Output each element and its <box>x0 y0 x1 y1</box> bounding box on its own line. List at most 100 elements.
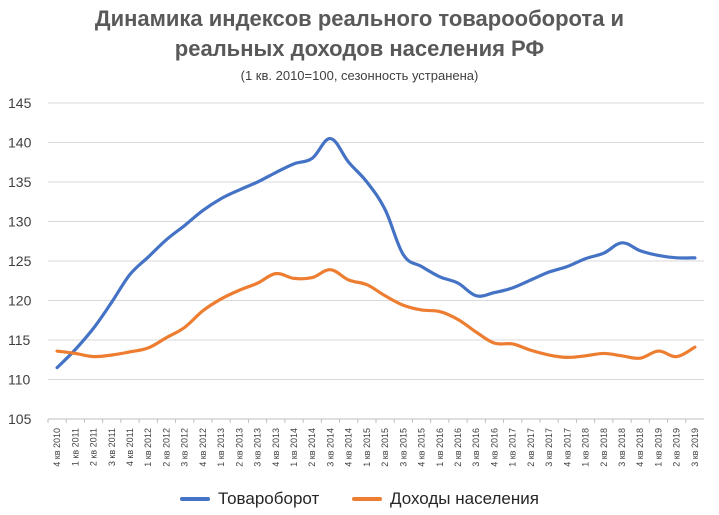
x-tick-label-25: 1 кв 2017 <box>508 428 518 467</box>
point-dohody-6 <box>165 336 168 339</box>
chart-subtitle: (1 кв. 2010=100, сезонность устранена) <box>240 68 479 83</box>
point-tovarooborot-34 <box>675 256 678 259</box>
x-tick-label-2: 2 кв 2011 <box>89 428 99 466</box>
x-tick-label-10: 2 кв 2013 <box>234 428 244 467</box>
x-tick-label-27: 3 кв 2017 <box>544 428 554 467</box>
legend-item-tovarooborot[interactable]: Товароборот <box>180 489 319 509</box>
point-tovarooborot-10 <box>238 188 241 191</box>
x-tick-label-31: 3 кв 2018 <box>617 428 627 467</box>
point-dohody-17 <box>365 283 368 286</box>
point-dohody-8 <box>201 309 204 312</box>
y-tick-label-135: 135 <box>8 174 32 190</box>
chart-title-line2: реальных доходов населения РФ <box>174 36 545 61</box>
point-tovarooborot-15 <box>329 137 332 140</box>
point-dohody-15 <box>329 268 332 271</box>
x-tick-label-29: 1 кв 2018 <box>581 428 591 467</box>
point-dohody-13 <box>293 277 296 280</box>
point-dohody-30 <box>602 352 605 355</box>
point-tovarooborot-17 <box>365 181 368 184</box>
point-tovarooborot-28 <box>566 265 569 268</box>
series-layer <box>55 136 697 370</box>
x-tick-label-21: 1 кв 2016 <box>435 428 445 467</box>
point-dohody-22 <box>457 318 460 321</box>
x-tick-label-17: 1 кв 2015 <box>362 428 372 467</box>
point-dohody-18 <box>384 294 387 297</box>
point-dohody-26 <box>529 349 532 352</box>
point-dohody-21 <box>438 310 441 313</box>
point-tovarooborot-2 <box>92 327 95 330</box>
point-tovarooborot-16 <box>347 161 350 164</box>
point-dohody-4 <box>129 350 132 353</box>
x-tick-label-9: 1 кв 2013 <box>216 428 226 467</box>
point-tovarooborot-5 <box>147 256 150 259</box>
series-line-tovarooborot <box>55 136 697 370</box>
y-tick-label-130: 130 <box>8 214 32 230</box>
x-tick-label-16: 4 кв 2014 <box>344 428 354 467</box>
y-tick-label-120: 120 <box>8 293 32 309</box>
grid-layer <box>48 102 704 420</box>
point-dohody-16 <box>347 278 350 281</box>
x-tick-label-28: 4 кв 2017 <box>562 428 572 467</box>
y-tick-label-140: 140 <box>8 135 32 151</box>
point-dohody-19 <box>402 304 405 307</box>
point-dohody-20 <box>420 308 423 311</box>
legend-swatch-tovarooborot <box>180 497 211 501</box>
x-tick-label-14: 2 кв 2014 <box>307 428 317 467</box>
x-tick-label-18: 2 кв 2015 <box>380 428 390 467</box>
y-tick-label-110: 110 <box>8 372 31 388</box>
x-tick-label-13: 1 кв 2014 <box>289 428 299 467</box>
point-dohody-24 <box>493 342 496 345</box>
point-tovarooborot-30 <box>602 252 605 255</box>
point-dohody-11 <box>256 282 259 285</box>
point-dohody-12 <box>274 272 277 275</box>
legend-label-tovarooborot: Товароборот <box>218 489 320 508</box>
x-tick-label-5: 1 кв 2012 <box>143 428 153 467</box>
y-tick-label-115: 115 <box>8 332 31 348</box>
point-dohody-9 <box>220 297 223 300</box>
legend-item-dohody[interactable]: Доходы населения <box>352 489 539 509</box>
x-tick-label-1: 1 кв 2011 <box>70 428 80 466</box>
point-tovarooborot-12 <box>274 171 277 174</box>
x-tick-label-22: 2 кв 2016 <box>453 428 463 467</box>
point-dohody-33 <box>657 350 660 353</box>
point-tovarooborot-18 <box>384 208 387 211</box>
point-tovarooborot-27 <box>548 271 551 274</box>
point-tovarooborot-0 <box>56 366 59 369</box>
series-line-dohody <box>55 268 697 360</box>
point-tovarooborot-23 <box>475 294 478 297</box>
point-dohody-28 <box>566 356 569 359</box>
point-tovarooborot-20 <box>420 265 423 268</box>
point-tovarooborot-22 <box>457 282 460 285</box>
legend-swatch-dohody <box>352 497 383 501</box>
x-tick-label-6: 2 кв 2012 <box>161 428 171 467</box>
point-tovarooborot-11 <box>256 181 259 184</box>
x-tick-label-3: 3 кв 2011 <box>107 428 117 466</box>
x-tick-label-4: 4 кв 2011 <box>125 428 135 466</box>
x-tick-label-19: 3 кв 2015 <box>398 428 408 467</box>
point-tovarooborot-31 <box>621 241 624 244</box>
point-tovarooborot-25 <box>511 286 514 289</box>
x-tick-label-15: 3 кв 2014 <box>325 428 335 467</box>
x-tick-label-35: 3 кв 2019 <box>690 428 700 467</box>
point-tovarooborot-33 <box>657 254 660 257</box>
point-dohody-32 <box>639 357 642 360</box>
point-tovarooborot-9 <box>220 197 223 200</box>
x-tick-label-0: 4 кв 2010 <box>52 428 62 467</box>
y-tick-label-145: 145 <box>8 95 32 111</box>
point-tovarooborot-8 <box>201 209 204 212</box>
point-dohody-34 <box>675 355 678 358</box>
point-dohody-0 <box>56 350 59 353</box>
point-tovarooborot-7 <box>183 224 186 227</box>
point-tovarooborot-13 <box>293 162 296 165</box>
point-dohody-5 <box>147 346 150 349</box>
point-tovarooborot-3 <box>110 301 113 304</box>
point-tovarooborot-1 <box>74 348 77 351</box>
x-tick-label-7: 3 кв 2012 <box>180 428 190 467</box>
y-axis: 105 110 115 120 125 130 135 140 145 <box>8 95 32 427</box>
x-tick-label-11: 3 кв 2013 <box>253 428 263 467</box>
x-tick-label-23: 3 кв 2016 <box>471 428 481 467</box>
point-tovarooborot-24 <box>493 291 496 294</box>
point-tovarooborot-35 <box>693 256 696 259</box>
point-dohody-1 <box>74 352 77 355</box>
